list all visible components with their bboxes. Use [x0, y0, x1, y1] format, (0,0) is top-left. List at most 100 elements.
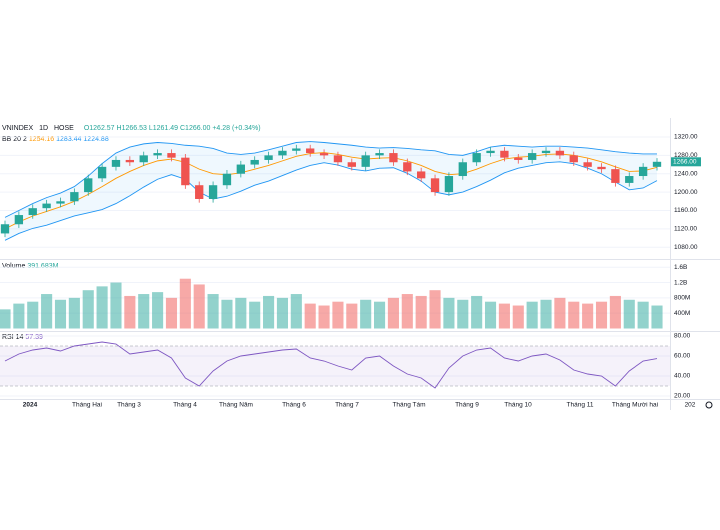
- candle-body: [403, 162, 412, 172]
- legend-bb: BB 20 2 1254.16 1283.44 1224.88: [2, 136, 109, 143]
- y-tick-label: 1120.00: [674, 226, 697, 233]
- x-tick-label: Tháng Tám: [392, 402, 425, 409]
- volume-bar: [484, 301, 497, 329]
- candle-body: [555, 150, 565, 156]
- candle-body: [527, 153, 537, 160]
- volume-bar: [568, 301, 580, 329]
- volume-bar: [429, 290, 441, 329]
- last-price-label: 1266.00: [673, 159, 697, 166]
- volume-bar: [138, 294, 150, 329]
- volume-bar: [110, 282, 122, 329]
- volume-bar: [415, 295, 427, 329]
- volume-bar: [595, 301, 608, 329]
- volume-bar: [582, 303, 594, 329]
- volume-bar: [235, 297, 247, 329]
- volume-bar: [332, 301, 344, 329]
- candle-body: [250, 159, 259, 165]
- y-tick-label: 1280.00: [674, 152, 698, 159]
- volume-bar: [221, 299, 233, 329]
- bb-upper-line: [4, 141, 657, 218]
- volume-name: Volume: [2, 263, 25, 270]
- candle-body: [70, 192, 79, 202]
- candle-body: [195, 185, 204, 199]
- volume-bar: [623, 299, 635, 329]
- y-tick-label: 80.00: [674, 333, 691, 340]
- volume-bar: [82, 290, 94, 329]
- volume-bar: [498, 303, 510, 329]
- x-tick-label: Tháng 10: [504, 402, 532, 409]
- candle-body: [652, 161, 662, 167]
- last-price-tag: [671, 157, 701, 167]
- candle-body: [472, 153, 481, 163]
- volume-bar: [207, 294, 219, 329]
- y-tick-label: 1160.00: [674, 207, 697, 214]
- volume-bar: [637, 301, 649, 329]
- volume-bar: [554, 297, 566, 329]
- volume-bar: [651, 305, 663, 329]
- bb-lower: 1224.88: [83, 136, 108, 143]
- y-tick-label: 1080.00: [674, 244, 698, 251]
- ohlc-low: L1261.49: [149, 125, 178, 132]
- x-tick-label: Tháng 3: [117, 402, 141, 409]
- x-tick-label: 202: [685, 402, 696, 409]
- volume-bar: [179, 278, 191, 329]
- candle-body: [597, 166, 606, 170]
- bb-upper: 1283.44: [56, 136, 81, 143]
- y-tick-label: 1.2B: [674, 279, 687, 286]
- candle-body: [375, 153, 384, 156]
- candle-body: [361, 155, 370, 167]
- candle-body: [569, 155, 578, 163]
- panes: [0, 118, 720, 410]
- legend-rsi: RSI 14 57.39: [2, 334, 43, 341]
- legend-volume: Volume 391.683M: [2, 263, 59, 270]
- candle-body: [444, 176, 454, 193]
- volume-bar: [165, 297, 178, 329]
- candle-body: [278, 150, 287, 156]
- volume-bar: [526, 301, 538, 329]
- volume-bar: [387, 297, 399, 329]
- ohlc-high: H1266.53: [117, 125, 147, 132]
- volume-bar: [13, 303, 25, 329]
- bb-basis-line: [4, 152, 658, 230]
- candle-body: [611, 169, 620, 183]
- candle-body: [638, 166, 648, 177]
- volume-bar: [318, 305, 330, 329]
- volume-bar: [152, 292, 164, 329]
- x-tick-label: Tháng 9: [455, 402, 479, 409]
- bb-lower-line: [4, 161, 658, 241]
- candle-body: [56, 201, 65, 204]
- volume-bar: [360, 299, 372, 329]
- volume-bar: [290, 294, 302, 329]
- volume-bar: [276, 297, 288, 329]
- interval: 1D: [39, 125, 48, 132]
- volume-bar: [540, 299, 552, 329]
- candle-body: [458, 162, 467, 177]
- volume-bar: [249, 301, 261, 329]
- volume-bar: [68, 297, 80, 329]
- volume-bar: [346, 303, 358, 329]
- candle-body: [125, 159, 135, 163]
- candle-body: [153, 153, 162, 156]
- settings-icon[interactable]: [705, 401, 713, 409]
- volume-bar: [471, 295, 483, 329]
- volume-bar: [41, 294, 53, 329]
- volume-bar: [0, 309, 11, 329]
- candle-body: [417, 171, 426, 179]
- y-tick-label: 800M: [674, 295, 690, 302]
- candle-body: [486, 150, 495, 154]
- volume-value: 391.683M: [27, 263, 58, 270]
- candle-body: [333, 155, 343, 163]
- candle-body: [389, 153, 398, 163]
- x-tick-label: Tháng Mười hai: [612, 402, 658, 409]
- candle-body: [167, 153, 176, 158]
- x-tick-label: Tháng 6: [282, 402, 306, 409]
- y-tick-label: 1200.00: [674, 189, 698, 196]
- candle-body: [208, 185, 218, 199]
- rsi-line: [4, 341, 658, 389]
- volume-bar: [96, 286, 108, 329]
- volume-bar: [54, 299, 67, 329]
- candle-body: [541, 150, 551, 154]
- bb-name: BB 20 2: [2, 136, 27, 143]
- volume-bar: [27, 301, 39, 329]
